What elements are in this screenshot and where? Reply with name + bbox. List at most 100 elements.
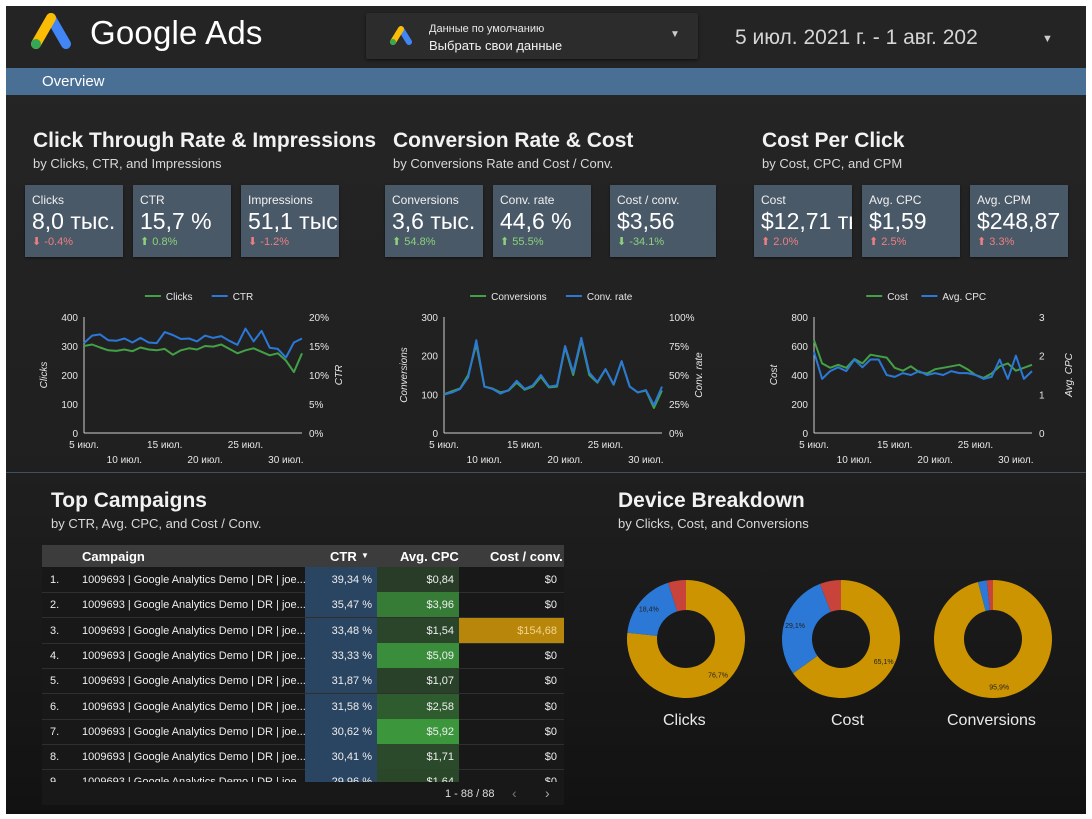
y2-tick-label: 100%: [669, 313, 695, 324]
campaigns-table: Campaign CTR ▼ Avg. CPC Cost / conv. 1. 1…: [42, 545, 564, 805]
kpi-value: $248,87: [977, 208, 1061, 234]
sort-desc-icon[interactable]: ▼: [361, 551, 369, 560]
ctr-value: 33,33 %: [331, 649, 372, 662]
chevron-left-icon[interactable]: ‹: [512, 785, 517, 801]
pagination-text: 1 - 88 / 88: [445, 788, 495, 800]
cpc-cell: [377, 642, 459, 668]
kpi-delta: ⬆ 2.0%: [761, 236, 799, 248]
ctr-cell: [305, 718, 377, 744]
ctr-cell: [305, 592, 377, 618]
section-subtitle: by Conversions Rate and Cost / Conv.: [393, 156, 614, 171]
y-tick-label: 0: [432, 429, 438, 440]
y-tick-label: 200: [421, 352, 438, 363]
avg-cpc-value: $0,84: [426, 574, 454, 586]
delta-arrow-icon: ⬇: [617, 236, 627, 248]
cost-per-conv-value: $0: [544, 700, 557, 713]
x-tick-label: 15 июл.: [877, 440, 912, 451]
legend-label: Conv. rate: [587, 292, 633, 303]
y-tick-label: 200: [791, 400, 808, 411]
section-title: Cost Per Click: [762, 129, 905, 152]
row-number: 5.: [50, 675, 60, 688]
donut-slice: [782, 583, 831, 674]
y-tick-label: 0: [72, 429, 78, 440]
kpi-value: $12,71 тыс.: [761, 208, 852, 234]
cpc-cell: [377, 718, 459, 744]
x-tick-label: 25 июл.: [228, 440, 263, 451]
tab-overview[interactable]: Overview: [42, 73, 105, 90]
chevron-down-icon[interactable]: ▼: [1042, 33, 1053, 45]
date-range-picker[interactable]: 5 июл. 2021 г. - 1 авг. 202: [735, 26, 978, 49]
y2-tick-label: 0%: [669, 429, 684, 440]
kpi-label: Conversions: [392, 193, 459, 207]
table-row[interactable]: 5. 1009693 | Google Analytics Demo | DR |…: [42, 668, 564, 695]
y-tick-label: 300: [61, 342, 78, 353]
col-header-cost-per-conv[interactable]: Cost / conv.: [490, 549, 563, 564]
dashboard-frame: Google Ads Данные по умолчанию Выбрать с…: [6, 6, 1086, 814]
col-header-ctr[interactable]: CTR: [330, 549, 357, 564]
chevron-right-icon[interactable]: ›: [545, 785, 550, 801]
kpi-card-conv-rate: Conv. rate 44,6 % ⬆ 55.5%: [493, 185, 591, 257]
x-tick-label: 15 июл.: [507, 440, 542, 451]
campaign-name: 1009693 | Google Analytics Demo | DR | j…: [82, 700, 306, 713]
table-row[interactable]: 6. 1009693 | Google Analytics Demo | DR |…: [42, 693, 564, 720]
donut-slice-label: 29,1%: [785, 623, 805, 630]
col-header-campaign[interactable]: Campaign: [82, 549, 145, 564]
table-row[interactable]: 1. 1009693 | Google Analytics Demo | DR |…: [42, 567, 564, 593]
delta-arrow-icon: ⬆: [869, 236, 879, 248]
table-row[interactable]: 7. 1009693 | Google Analytics Demo | DR |…: [42, 718, 564, 745]
kpi-value: 8,0 тыс.: [32, 208, 116, 234]
y2-tick-label: 3: [1039, 313, 1045, 324]
cpc-cell: [377, 668, 459, 694]
table-row[interactable]: 2. 1009693 | Google Analytics Demo | DR |…: [42, 592, 564, 619]
donut-slice: [934, 580, 1052, 698]
donut-slice: [793, 580, 900, 698]
ctr-cell: [305, 744, 377, 770]
campaign-name: 1009693 | Google Analytics Demo | DR | j…: [82, 751, 306, 764]
avg-cpc-value: $5,09: [426, 649, 454, 662]
kpi-label: Conv. rate: [500, 193, 555, 207]
data-source-action: Выбрать свои данные: [429, 38, 563, 53]
kpi-label: Cost: [761, 193, 786, 207]
cost-donut-chart: 65,1% 29,1%: [782, 580, 900, 698]
donut-slice: [986, 580, 993, 611]
y2-tick-label: 0%: [309, 429, 324, 440]
kpi-value: $3,56: [617, 208, 675, 234]
delta-arrow-icon: ⬇: [248, 236, 258, 248]
kpi-label: Cost / conv.: [617, 193, 680, 207]
y-tick-label: 0: [802, 429, 808, 440]
section-subtitle: by CTR, Avg. CPC, and Cost / Conv.: [51, 516, 262, 531]
row-number: 1.: [50, 574, 60, 586]
table-row[interactable]: 4. 1009693 | Google Analytics Demo | DR |…: [42, 642, 564, 669]
col-header-avg-cpc[interactable]: Avg. CPC: [400, 549, 459, 564]
kpi-value: 44,6 %: [500, 208, 572, 234]
avg-cpc-value: $2,58: [426, 700, 454, 713]
table-row[interactable]: 8. 1009693 | Google Analytics Demo | DR |…: [42, 744, 564, 771]
y2-axis-label: Avg. CPC: [1064, 352, 1075, 397]
y2-tick-label: 0: [1039, 429, 1045, 440]
x-tick-label: 20 июл.: [917, 455, 952, 466]
campaign-name: 1009693 | Google Analytics Demo | DR | j…: [82, 725, 306, 738]
ctr-cell: [305, 668, 377, 694]
cost-per-conv-value: $0: [544, 599, 557, 612]
clicks-donut-chart: 76,7% 18,4%: [627, 580, 745, 698]
section-subtitle: by Clicks, CTR, and Impressions: [33, 156, 222, 171]
cost-per-conv-value: $0: [544, 649, 557, 662]
cost-cpc-chart: 0 200 400 600 800 0 1 2 3 Cost Avg. CPC 5 июл. 15 ию…: [769, 292, 1075, 466]
donut-slice-label: 65,1%: [874, 659, 894, 666]
kpi-card-avg-cpm: Avg. CPM $248,87 ⬆ 3.3%: [970, 185, 1068, 257]
kpi-label: Impressions: [248, 193, 313, 207]
kpi-value: $1,59: [869, 208, 927, 234]
avg-cpc-value: $5,92: [426, 725, 454, 738]
x-tick-label: 15 июл.: [147, 440, 182, 451]
data-source-selector[interactable]: Данные по умолчанию Выбрать свои данные …: [366, 13, 698, 59]
table-header: Campaign CTR ▼ Avg. CPC Cost / conv.: [42, 545, 564, 567]
donut-slice-label: 95,9%: [989, 685, 1009, 692]
delta-arrow-icon: ⬆: [500, 236, 510, 248]
y-axis-label: Cost: [769, 363, 780, 385]
kpi-delta: ⬇ -1.2%: [248, 236, 290, 248]
donut-slice: [627, 582, 678, 636]
cost-per-conv-value: $0: [544, 675, 557, 688]
table-row[interactable]: 3. 1009693 | Google Analytics Demo | DR |…: [42, 617, 564, 644]
y2-axis-label: CTR: [334, 365, 345, 386]
x-tick-label: 25 июл.: [588, 440, 623, 451]
